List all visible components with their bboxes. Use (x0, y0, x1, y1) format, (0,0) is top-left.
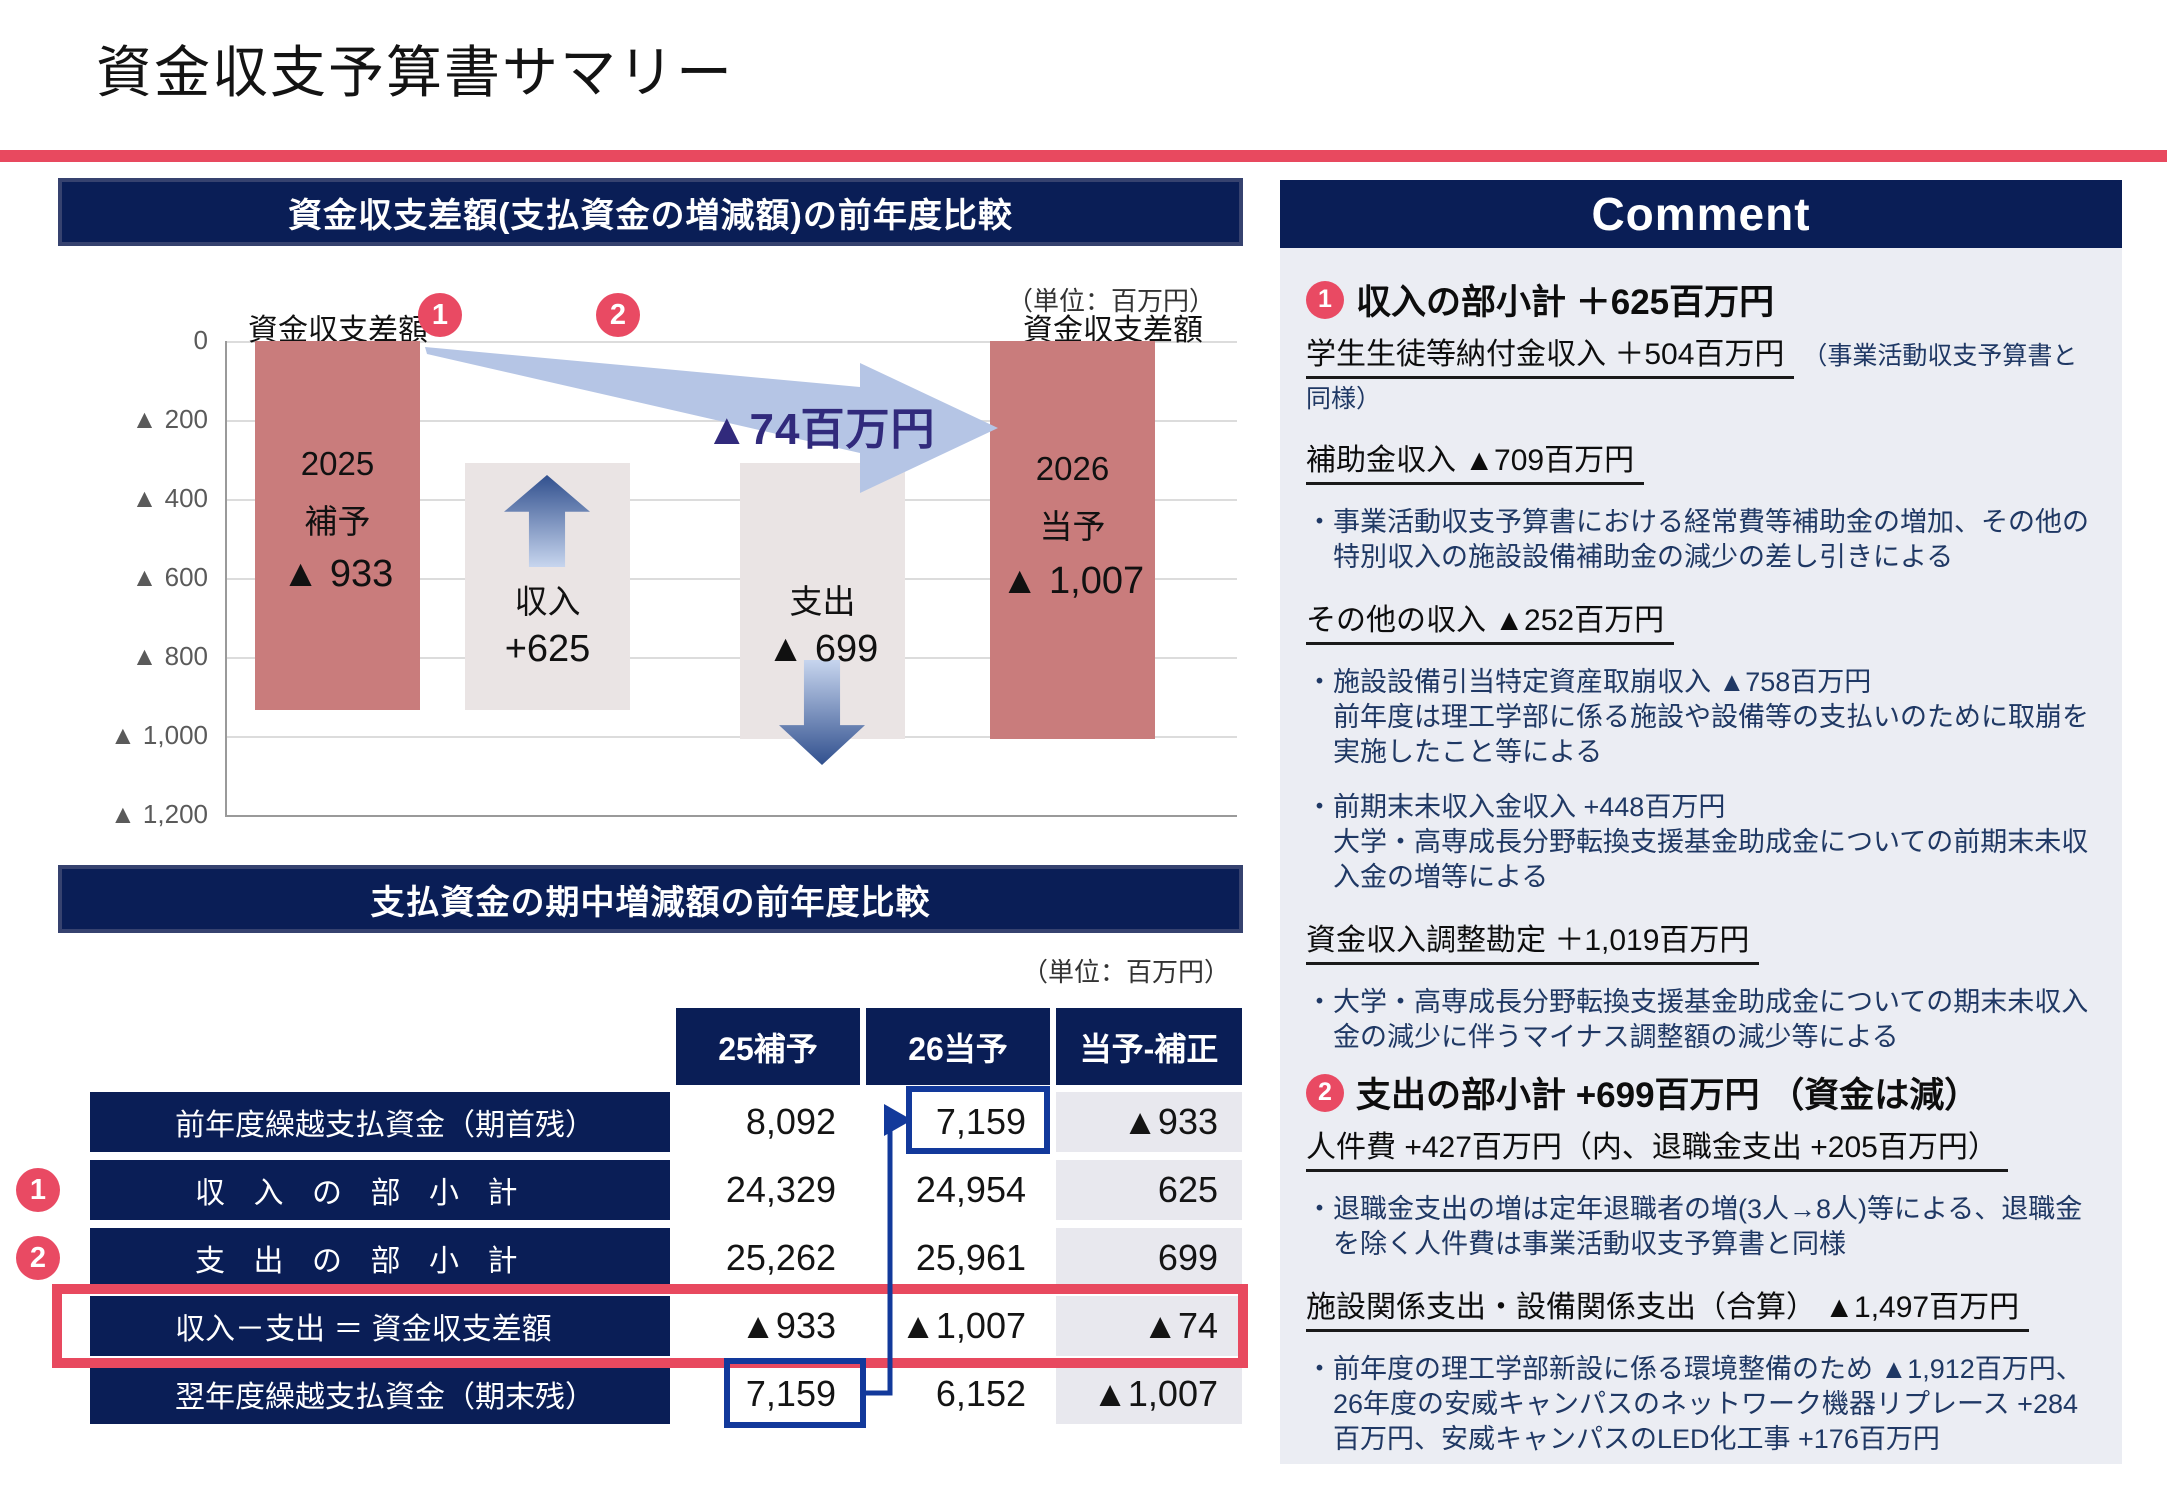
y-axis-line (225, 341, 227, 817)
bar1-type: 補予 (304, 503, 371, 540)
comment-s1-bullet3-detail: 大学・高専成長分野転換支援基金助成金についての前期末未収入金の増等による (1333, 827, 2089, 892)
x-axis-line (225, 815, 1237, 817)
cell-r5-diff: ▲1,007 (1056, 1364, 1242, 1424)
bar2-label: 収入 (514, 583, 581, 620)
row-label-income-subtotal: 収入の部小計 (90, 1160, 670, 1220)
table-unit-label: （単位：百万円） (1021, 957, 1230, 987)
comment-panel-title: Comment (1280, 180, 2122, 248)
cell-r3-25: 25,262 (676, 1228, 860, 1288)
chart-section-header: 資金収支差額(支払資金の増減額)の前年度比較 (58, 178, 1243, 246)
y-tick: ▲ 800 (131, 641, 208, 671)
y-tick: 0 (193, 325, 208, 355)
cell-r4-25: ▲933 (676, 1296, 860, 1356)
bar2-value: +625 (504, 628, 591, 670)
cell-r3-26: 25,961 (866, 1228, 1050, 1288)
bar3-label: 支出 (789, 583, 856, 620)
comment-s1-sub1-note: （事業活動収支予算書と同様） (1306, 342, 2078, 413)
cell-r1-diff: ▲933 (1056, 1092, 1242, 1152)
col-header-26toyo: 26当予 (866, 1008, 1050, 1085)
bar4-value: ▲ 1,007 (1000, 560, 1145, 602)
cell-r1-25: 8,092 (676, 1092, 860, 1152)
bar-2026-toyo (990, 341, 1155, 739)
row-label-opening-balance: 前年度繰越支払資金（期首残） (90, 1092, 670, 1152)
comment-s1-bullet2-detail: 前年度は理工学部に係る施設や設備等の支払いのために取崩を実施したこと等による (1333, 702, 2089, 767)
comment-s1-bullet2: ・施設設備引当特定資産取崩収入 ▲758百万円 (1306, 667, 1872, 697)
cell-r2-25: 24,329 (676, 1160, 860, 1220)
highlight-outline (52, 1284, 1248, 1368)
cell-r4-diff: ▲74 (1056, 1296, 1242, 1356)
comment-s1-sub1-text: 学生生徒等納付金収入 ＋504百万円 (1306, 329, 1795, 379)
delta-annotation: ▲74百万円 (705, 405, 936, 454)
table-section-header: 支払資金の期中増減額の前年度比較 (58, 865, 1243, 933)
comment-s2-sub1-text: 人件費 +427百万円（内、退職金支出 +205百万円） (1306, 1122, 2008, 1172)
comment-s2-sub2: 施設関係支出・設備関係支出（合算） ▲1,497百万円 (1306, 1282, 2096, 1332)
cell-r2-diff: 625 (1056, 1160, 1242, 1220)
table-badge-2-icon: 2 (16, 1236, 60, 1280)
cell-r2-26: 24,954 (866, 1160, 1050, 1220)
y-tick: ▲ 600 (131, 562, 208, 592)
comment-s2-sub1: 人件費 +427百万円（内、退職金支出 +205百万円） (1306, 1122, 2096, 1172)
comment-s1-sub4: 資金収入調整勘定 ＋1,019百万円 (1306, 915, 2096, 965)
bar1-year: 2025 (300, 445, 375, 482)
comment-s2-title: 2 支出の部小計 +699百万円 （資金は減） (1306, 1067, 2096, 1118)
row-label-expense-subtotal: 支出の部小計 (90, 1228, 670, 1288)
comment-s2-bullet2: ・前年度の理工学部新設に係る環境整備のため ▲1,912百万円、26年度の安威キ… (1306, 1354, 2083, 1454)
comment-s1-sub2-text: 補助金収入 ▲709百万円 (1306, 435, 1645, 485)
cell-r4-26: ▲1,007 (866, 1296, 1050, 1356)
gridline-0 (225, 341, 1237, 343)
comment-body: 1 収入の部小計 ＋625百万円 学生生徒等納付金収入 ＋504百万円 （事業活動… (1280, 248, 2122, 1464)
chart-unit-label: （単位：百万円） (1006, 286, 1215, 316)
y-tick: ▲ 1,000 (109, 720, 208, 750)
comment-badge-1-icon: 1 (1306, 280, 1344, 319)
row-label-balance-diff: 収入－支出 ＝ 資金収支差額 (90, 1296, 670, 1356)
cell-r1-26: 7,159 (866, 1092, 1050, 1152)
waterfall-chart: （単位：百万円） 0 ▲ 200 ▲ 400 ▲ 600 ▲ 800 ▲ 1,0… (58, 255, 1245, 865)
bar1-value: ▲ 933 (281, 553, 394, 595)
y-tick: ▲ 1,200 (109, 799, 208, 829)
comment-s1-sub3: その他の収入 ▲252百万円 (1306, 595, 2096, 645)
comment-s1-sub2: 補助金収入 ▲709百万円 (1306, 435, 2096, 485)
comment-s1-sub4-text: 資金収入調整勘定 ＋1,019百万円 (1306, 915, 1760, 965)
comment-s1-bullet1: ・事業活動収支予算書における経常費等補助金の増加、その他の特別収入の施設設備補助… (1306, 507, 2089, 572)
comment-badge-2-icon: 2 (1306, 1073, 1344, 1112)
comment-s1-title: 1 収入の部小計 ＋625百万円 (1306, 274, 2096, 325)
comment-s1-title-text: 収入の部小計 ＋625百万円 (1356, 283, 1775, 322)
bar3-value: ▲ 699 (766, 628, 879, 670)
col-header-diff: 当予-補正 (1056, 1008, 1242, 1085)
col-header-25hoyo: 25補予 (676, 1008, 860, 1085)
gridline-800 (225, 657, 1237, 659)
gridline-400 (225, 499, 1237, 501)
badge-2-icon: 2 (596, 293, 640, 337)
bar4-type: 当予 (1039, 508, 1106, 545)
comment-s2-bullet1: ・退職金支出の増は定年退職者の増(3人→8人)等による、退職金を除く人件費は事業… (1306, 1194, 2083, 1259)
comment-s1-bullet3: ・前期末未収入金収入 +448百万円 (1306, 792, 1726, 822)
comment-s2-title-text: 支出の部小計 +699百万円 （資金は減） (1356, 1076, 1980, 1115)
comment-s2-sub2-text: 施設関係支出・設備関係支出（合算） ▲1,497百万円 (1306, 1282, 2030, 1332)
table-badge-1-icon: 1 (16, 1168, 60, 1212)
carryover-box-25 (724, 1358, 866, 1428)
comment-s1-sub1: 学生生徒等納付金収入 ＋504百万円 （事業活動収支予算書と同様） (1306, 329, 2096, 415)
cell-r5-26: 6,152 (866, 1364, 1050, 1424)
title-accent-rule (0, 150, 2167, 162)
badge-1-icon: 1 (418, 293, 462, 337)
cell-r5-25: 7,159 (676, 1364, 860, 1424)
gridline-1000 (225, 736, 1237, 738)
page-title: 資金収支予算書サマリー (96, 41, 734, 104)
comment-panel: Comment 1 収入の部小計 ＋625百万円 学生生徒等納付金収入 ＋504… (1280, 180, 2122, 1464)
gridline-600 (225, 578, 1237, 580)
comment-s1-bullet4: ・大学・高専成長分野転換支援基金助成金についての期末未収入金の減少に伴うマイナス… (1306, 987, 2089, 1052)
carryover-box-26 (906, 1086, 1050, 1154)
cell-r3-diff: 699 (1056, 1228, 1242, 1288)
bar4-year: 2026 (1035, 450, 1110, 487)
comment-s1-sub3-text: その他の収入 ▲252百万円 (1306, 595, 1675, 645)
y-tick: ▲ 200 (131, 404, 208, 434)
row-label-closing-balance: 翌年度繰越支払資金（期末残） (90, 1364, 670, 1424)
y-tick: ▲ 400 (131, 483, 208, 513)
bar-2025-hoyo (255, 341, 420, 710)
